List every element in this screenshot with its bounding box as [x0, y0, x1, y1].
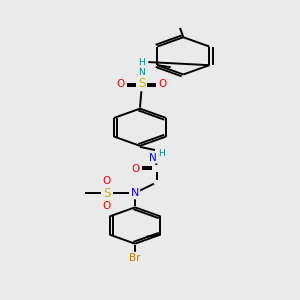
Text: S: S: [103, 187, 110, 200]
Text: S: S: [138, 77, 146, 90]
Text: O: O: [117, 79, 125, 89]
Text: N: N: [149, 153, 157, 163]
Text: O: O: [103, 201, 111, 211]
Text: O: O: [103, 176, 111, 186]
Text: H: H: [158, 148, 165, 158]
Text: Br: Br: [129, 253, 141, 262]
Text: N: N: [131, 188, 139, 198]
Text: H
N: H N: [138, 58, 145, 77]
Text: O: O: [132, 164, 140, 174]
Text: O: O: [158, 79, 166, 89]
